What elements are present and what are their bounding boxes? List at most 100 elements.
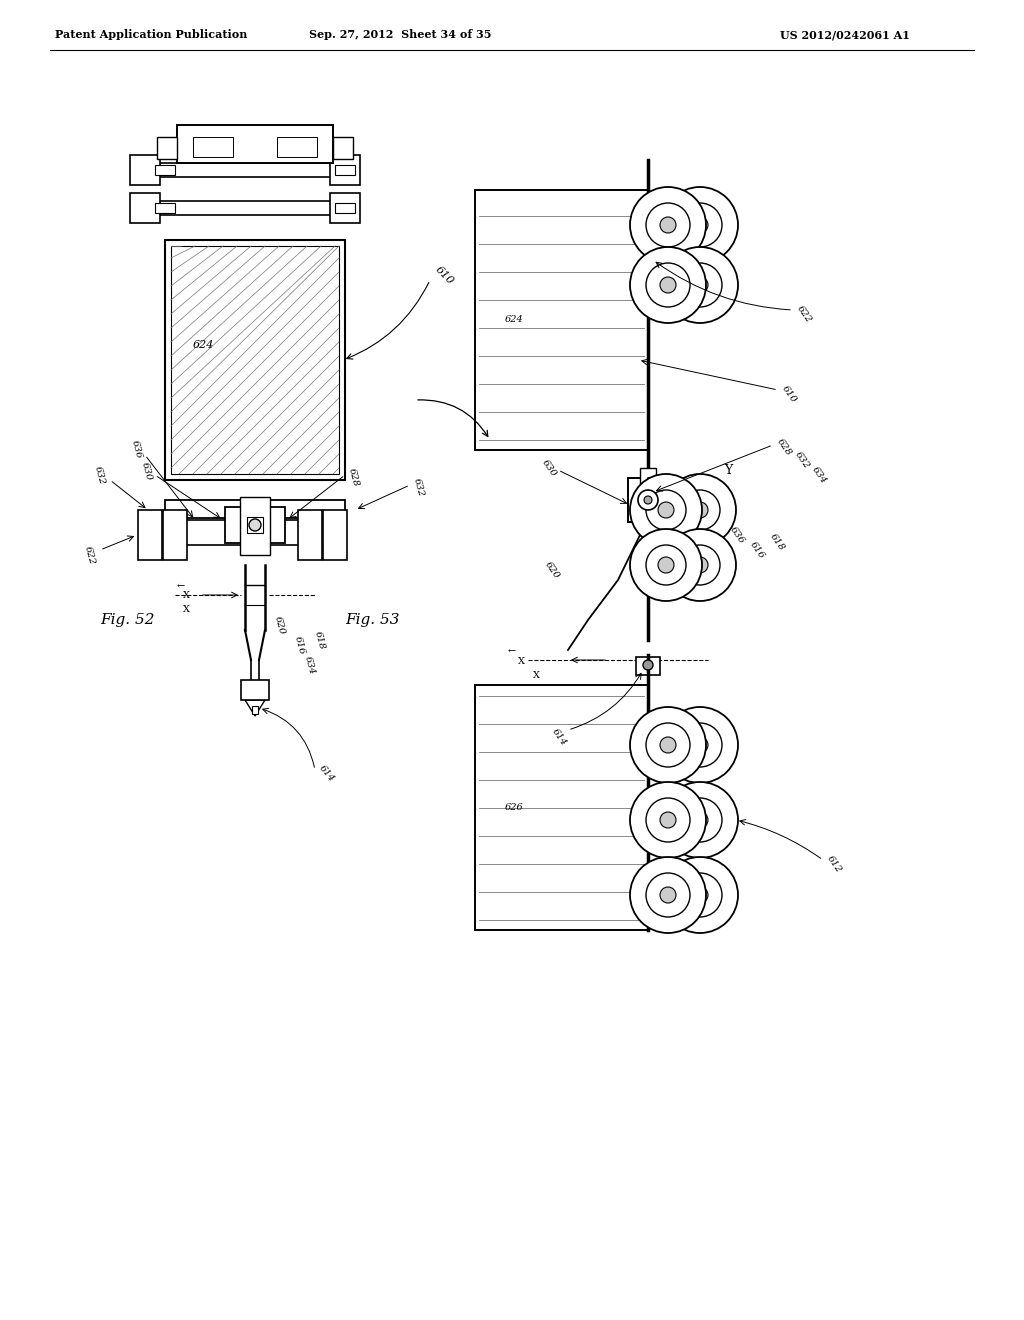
Text: Sep. 27, 2012  Sheet 34 of 35: Sep. 27, 2012 Sheet 34 of 35 [309,29,492,41]
Circle shape [678,799,722,842]
Bar [323,510,347,560]
Text: 618: 618 [768,532,786,552]
Bar [193,137,233,157]
Circle shape [692,737,708,752]
Circle shape [692,557,708,573]
Circle shape [662,857,738,933]
Text: 614: 614 [317,764,336,784]
Circle shape [646,263,690,308]
Bar [240,498,270,554]
Circle shape [658,502,674,517]
Text: Fig. 52: Fig. 52 [100,612,155,627]
Circle shape [646,490,686,531]
Text: 624: 624 [193,341,214,350]
Text: X: X [183,605,190,614]
Text: 632: 632 [412,477,426,498]
Circle shape [678,723,722,767]
Circle shape [630,474,702,546]
Text: 634: 634 [810,465,828,486]
Bar [333,137,353,158]
Bar [640,469,656,532]
Text: 616: 616 [748,540,766,560]
Circle shape [692,277,708,293]
Circle shape [660,277,676,293]
Circle shape [692,502,708,517]
Bar [177,125,333,162]
Bar [298,510,322,560]
Circle shape [646,545,686,585]
Bar [163,510,187,560]
Text: Y: Y [724,463,732,477]
Text: X: X [183,590,190,599]
Circle shape [638,490,658,510]
Circle shape [630,708,706,783]
Bar [330,193,360,223]
Text: X: X [518,657,525,667]
Bar [475,190,648,450]
Circle shape [646,203,690,247]
Circle shape [249,519,261,531]
Text: 610: 610 [780,384,798,404]
Circle shape [643,660,653,671]
Circle shape [630,529,702,601]
Circle shape [660,812,676,828]
Bar [247,517,263,533]
Text: 624: 624 [505,315,523,325]
Circle shape [646,723,690,767]
Bar [130,193,160,223]
Circle shape [646,873,690,917]
Circle shape [678,203,722,247]
Circle shape [692,887,708,903]
Circle shape [664,474,736,546]
Text: 620: 620 [543,560,561,581]
Text: 616: 616 [293,635,306,655]
Text: 628: 628 [775,437,794,457]
Bar [157,137,177,158]
Text: 636: 636 [728,525,746,545]
Text: 636: 636 [130,438,143,459]
Text: 632: 632 [93,465,106,486]
Text: 614: 614 [550,727,568,747]
Circle shape [660,216,676,234]
Circle shape [662,781,738,858]
Bar [330,154,360,185]
Text: 632: 632 [793,450,811,470]
Circle shape [692,216,708,234]
Text: 626: 626 [505,803,523,812]
Text: Patent Application Publication: Patent Application Publication [55,29,248,41]
Bar [252,706,258,714]
Text: 620: 620 [273,615,287,635]
Bar [475,685,648,931]
Circle shape [678,873,722,917]
Circle shape [646,799,690,842]
Bar [165,520,345,545]
Text: 630: 630 [140,461,154,482]
Circle shape [658,557,674,573]
Text: X: X [534,672,540,681]
Circle shape [680,490,720,531]
Text: ←: ← [177,582,185,591]
Text: 630: 630 [540,458,558,478]
Circle shape [660,887,676,903]
Circle shape [692,812,708,828]
Text: 622: 622 [795,304,813,325]
Bar [636,657,660,675]
Text: US 2012/0242061 A1: US 2012/0242061 A1 [780,29,910,41]
Bar [155,165,175,176]
Text: Fig. 53: Fig. 53 [345,612,399,627]
Text: 618: 618 [313,630,327,651]
Bar [165,240,345,480]
Bar [160,162,350,177]
Text: 612: 612 [825,854,843,874]
Circle shape [678,263,722,308]
Circle shape [630,247,706,323]
Circle shape [630,187,706,263]
Text: 610: 610 [433,264,456,286]
Bar [130,154,160,185]
Bar [138,510,162,560]
Circle shape [630,781,706,858]
Circle shape [664,529,736,601]
Bar [241,680,269,700]
Text: ←: ← [508,648,516,656]
Bar [335,165,355,176]
